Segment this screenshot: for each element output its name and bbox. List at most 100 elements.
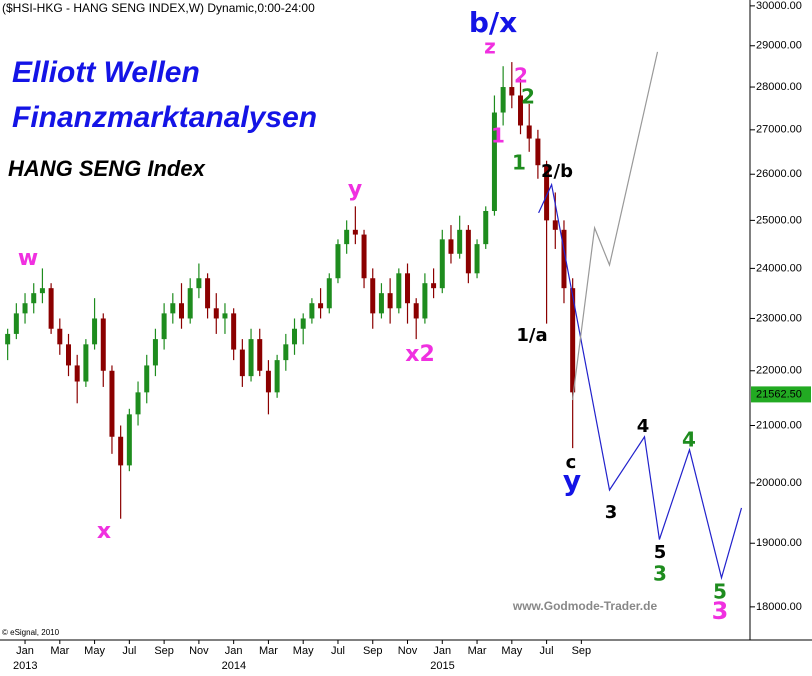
candle-body: [161, 313, 167, 340]
x-tick-label: Mar: [259, 645, 278, 657]
candle-body: [509, 87, 515, 96]
y-tick-label: 23000.00: [756, 312, 802, 324]
candle-body: [405, 273, 411, 304]
x-tick-label: May: [501, 645, 522, 657]
annotation: 1: [512, 151, 526, 175]
candle-body: [205, 278, 211, 309]
annotation: c: [566, 452, 577, 473]
candle-body: [474, 244, 480, 274]
last-price-box: [751, 386, 811, 403]
candle-body: [274, 360, 280, 393]
y-tick-label: 20000.00: [756, 477, 802, 489]
x-tick-label: Sep: [154, 645, 174, 657]
annotation: HANG SENG Index: [8, 156, 206, 181]
candle-body: [387, 293, 393, 309]
candle-body: [48, 288, 54, 329]
candle-body: [413, 303, 419, 319]
candle-body: [65, 344, 71, 366]
x-tick-label: Jul: [122, 645, 136, 657]
candle-body: [318, 303, 324, 309]
y-tick-label: 19000.00: [756, 537, 802, 549]
candle-body: [187, 288, 193, 319]
annotation: 2: [521, 85, 535, 109]
annotation: © eSignal, 2010: [2, 628, 60, 637]
candle-body: [144, 365, 150, 393]
candle-body: [170, 303, 176, 314]
candle-body: [126, 414, 132, 466]
chart-title: ($HSI-HKG - HANG SENG INDEX,W) Dynamic,0…: [2, 1, 315, 15]
candle-body: [457, 229, 463, 254]
y-tick-label: 28000.00: [756, 81, 802, 93]
y-tick-label: 27000.00: [756, 124, 802, 136]
annotation: 1/a: [516, 325, 547, 346]
candle-body: [118, 436, 124, 466]
x-tick-label: Jul: [331, 645, 345, 657]
candle-body: [448, 239, 454, 254]
annotation: www.Godmode-Trader.de: [512, 599, 658, 613]
candle-body: [526, 125, 532, 139]
candle-body: [13, 313, 19, 334]
y-tick-label: 26000.00: [756, 168, 802, 180]
annotation: z: [484, 35, 496, 59]
candle-body: [57, 328, 63, 345]
candle-body: [83, 344, 89, 382]
candle-body: [196, 278, 202, 289]
y-tick-label: 21000.00: [756, 419, 802, 431]
annotation: b/x: [469, 6, 517, 39]
candle-body: [239, 349, 245, 377]
candle-body: [222, 313, 228, 319]
y-tick-label: 18000.00: [756, 601, 802, 613]
candle-body: [552, 220, 558, 230]
candle-body: [370, 278, 376, 314]
candle-body: [300, 318, 306, 329]
annotation: 1: [491, 124, 505, 148]
x-tick-label: May: [84, 645, 105, 657]
candle-body: [5, 333, 11, 345]
candle-body: [439, 239, 445, 289]
candle-body: [378, 293, 384, 314]
candle-body: [361, 234, 367, 279]
candle-body: [248, 339, 254, 377]
x-tick-label: Mar: [468, 645, 487, 657]
candle-body: [422, 283, 428, 319]
annotation: w: [18, 246, 38, 271]
annotation: Elliott Wellen: [12, 56, 200, 89]
x-tick-label: Sep: [572, 645, 592, 657]
candle-body: [561, 229, 567, 289]
y-tick-label: 25000.00: [756, 214, 802, 226]
candle-body: [231, 313, 237, 350]
candle-body: [283, 344, 289, 361]
annotation: 3: [653, 562, 667, 586]
year-label: 2013: [13, 660, 37, 672]
candle-body: [100, 318, 106, 371]
candle-body: [22, 303, 28, 314]
x-tick-label: Sep: [363, 645, 383, 657]
candle-body: [396, 273, 402, 309]
annotation: 3: [712, 597, 729, 625]
annotation: 3: [605, 502, 618, 523]
y-tick-label: 24000.00: [756, 262, 802, 274]
annotation: Finanzmarktanalysen: [12, 101, 317, 134]
x-tick-label: Jan: [433, 645, 451, 657]
x-tick-label: Jul: [540, 645, 554, 657]
annotation: x2: [405, 342, 435, 367]
candle-body: [326, 278, 332, 309]
candle-body: [309, 303, 315, 319]
candle-body: [39, 288, 45, 294]
projection-line: [538, 182, 743, 581]
candle-body: [500, 87, 506, 113]
candle-body: [544, 165, 550, 221]
candle-body: [265, 370, 271, 393]
candle-body: [344, 229, 350, 245]
candle-body: [292, 328, 298, 345]
annotation: 2/b: [541, 161, 573, 182]
candle-body: [135, 392, 141, 415]
y-tick-label: 29000.00: [756, 40, 802, 52]
x-tick-label: Jan: [16, 645, 34, 657]
x-tick-label: Jan: [225, 645, 243, 657]
annotation: y: [563, 464, 581, 497]
candle-body: [109, 370, 115, 437]
annotation: 5: [713, 580, 727, 604]
candle-body: [213, 308, 219, 319]
